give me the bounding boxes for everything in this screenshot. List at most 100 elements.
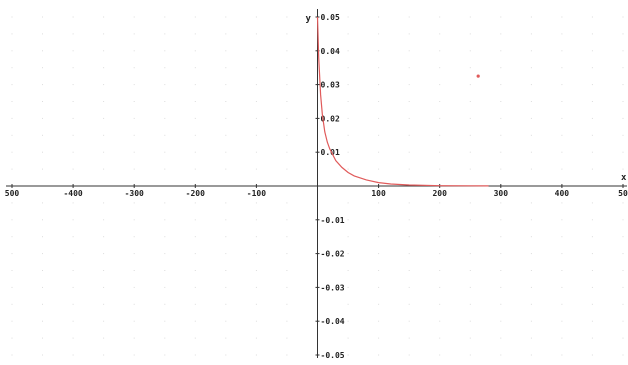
grid-dot [225,16,227,18]
grid-dot [408,337,410,339]
grid-dot [622,236,624,238]
grid-dot [103,320,105,322]
grid-dot [133,354,135,356]
grid-dot [469,84,471,86]
grid-dot [164,134,166,136]
grid-dot [591,117,593,119]
y-tick-label: 0.03 [321,81,340,90]
grid-dot [164,270,166,271]
grid-dot [347,236,349,238]
grid-dot [439,253,441,255]
grid-dot [133,286,135,288]
grid-dot [408,168,410,170]
grid-dot [225,286,227,288]
grid-dot [194,202,196,204]
grid-dot [286,117,288,119]
grid-dot [103,50,105,52]
x-tick-label: -400 [63,189,82,198]
grid-dot [408,67,410,69]
grid-dot [500,134,502,136]
grid-dot [255,270,257,271]
grid-dot [11,202,13,204]
grid-dot [408,16,410,18]
grid-dot [378,84,380,86]
grid-dot [530,151,532,153]
grid-dot [42,337,43,339]
grid-dot [469,134,471,136]
grid-dot [286,134,288,136]
grid-dot [255,117,257,119]
grid-dot [164,337,166,339]
grid-dot [225,84,227,86]
grid-dot [133,270,135,271]
grid-dot [11,219,13,221]
x-tick-label: 200 [432,189,447,198]
grid-dot [42,117,43,119]
grid-dot [42,168,43,170]
grid-dot [164,101,166,102]
grid-dot [469,50,471,52]
grid-dot [500,219,502,221]
grid-dot [42,286,43,288]
tick-labels: 500 -400 -300 -200 -100 100 200 300 400 50 0.05 0.0… [5,13,628,360]
grid-dot [255,320,257,322]
x-tick-label: 300 [494,189,509,198]
grid-dot [133,253,135,255]
grid-dot [561,270,563,271]
grid-dot [103,134,105,136]
grid-dot [286,84,288,86]
grid-dot [378,236,380,238]
grid-dot [378,50,380,52]
grid-dot [72,168,74,170]
grid-dot [591,320,593,322]
grid-dot [622,219,624,221]
grid-dot [622,354,624,356]
grid-dot [11,320,13,322]
grid-dot [164,253,166,255]
grid-dot [286,219,288,221]
grid-dot [561,101,563,102]
grid-dot [622,270,624,271]
grid-dot [622,151,624,153]
grid-dot [72,33,74,35]
grid-dot [347,286,349,288]
grid-dot [194,236,196,238]
grid-dot [408,117,410,119]
grid-dot [11,286,13,288]
grid-dot [408,253,410,255]
grid-dot [561,236,563,238]
grid-dot [286,303,288,305]
grid-dot [164,320,166,322]
grid-dot [439,270,441,271]
grid-dot [622,303,624,305]
grid-dot [591,354,593,356]
grid-dot [42,320,43,322]
grid-dot [72,286,74,288]
grid-dot [72,253,74,255]
grid-dot [286,67,288,69]
grid-dot [133,33,135,35]
annotation-layer [476,74,480,78]
y-tick-label: -0.04 [321,317,345,326]
grid-dot [255,253,257,255]
grid-dot [72,134,74,136]
grid-dot [347,202,349,204]
grid-dot [347,134,349,136]
grid-dot [103,253,105,255]
grid-dot [194,151,196,153]
grid-dot [286,286,288,288]
grid-dot [133,84,135,86]
grid-dot [103,354,105,356]
y-tick-label: -0.03 [321,283,345,292]
grid-dot [408,219,410,221]
y-tick-label: -0.01 [321,216,345,225]
grid-dot [194,117,196,119]
grid-dot [286,337,288,339]
grid-dot [500,33,502,35]
grid-dot [500,303,502,305]
grid-dot [408,270,410,271]
grid-dot [72,236,74,238]
grid-dot [42,303,43,305]
grid-dot [133,303,135,305]
grid-dot [164,33,166,35]
